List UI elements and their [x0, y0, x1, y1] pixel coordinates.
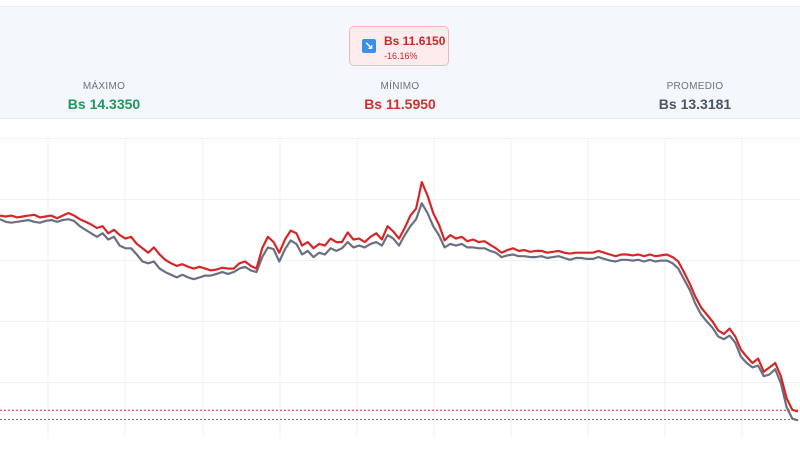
grid-lines	[0, 138, 800, 438]
series-line-red	[0, 180, 799, 413]
series-line-gray	[0, 202, 799, 422]
price-line-chart	[0, 138, 800, 438]
price-change-percent: -16.16%	[384, 51, 418, 61]
min-value: Bs 11.5950	[364, 96, 436, 112]
avg-value: Bs 13.3181	[658, 96, 732, 112]
current-price: Bs 11.6150	[384, 34, 446, 48]
trend-down-arrow-icon: ↘	[362, 39, 376, 53]
price-change-badge: ↘ Bs 11.6150 -16.16%	[349, 26, 449, 66]
stats-panel: ↘ Bs 11.6150 -16.16% MÁXIMO Bs 14.3350 M…	[0, 6, 800, 119]
min-label: MÍNIMO	[380, 81, 420, 92]
max-label: MÁXIMO	[82, 81, 126, 92]
max-value: Bs 14.3350	[67, 96, 141, 112]
avg-label: PROMEDIO	[666, 81, 724, 92]
